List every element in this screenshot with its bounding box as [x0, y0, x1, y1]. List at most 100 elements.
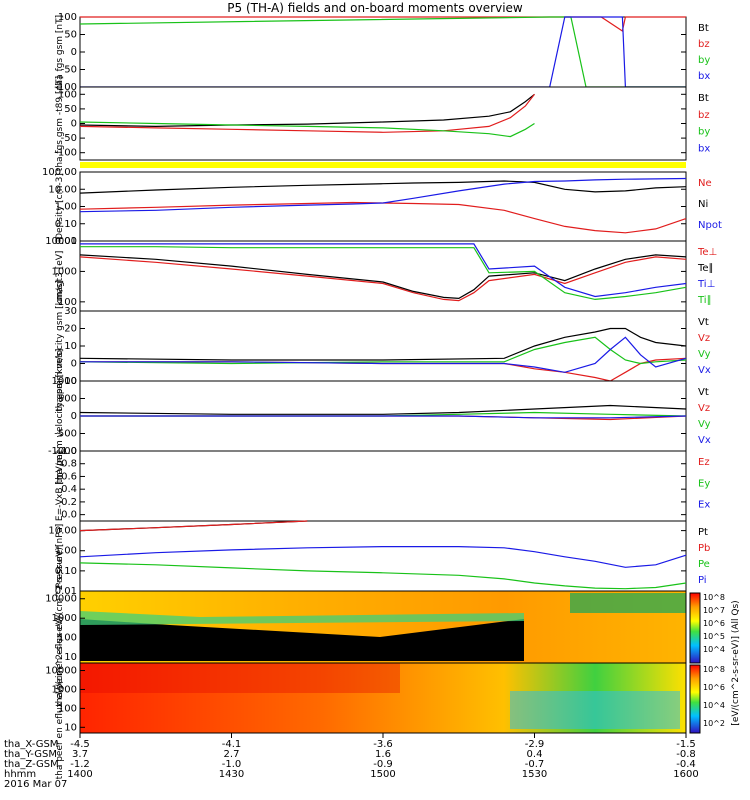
spectrogram-no-counts-region — [80, 619, 524, 661]
series-line-density-2 — [79, 177, 687, 213]
legend-entry-fgs: bx — [698, 71, 710, 82]
legend-entry-peem-velocity: Vz — [698, 403, 710, 414]
footer-cell: 1530 — [522, 769, 547, 780]
legend-entry-peem-velocity: Vy — [698, 419, 711, 430]
series-line-density-1 — [79, 180, 687, 194]
series-line-fgs-t89-2 — [79, 121, 535, 138]
series-line-fgs-t89-1 — [79, 93, 535, 133]
spectrogram-cool-patch — [510, 691, 680, 729]
y-tick-label: 1.00 — [55, 546, 77, 557]
series-line-pressure-1 — [79, 520, 308, 532]
legend-entry-pressure: Pe — [698, 559, 710, 570]
y-axis-label-peim-velocity: tha peim velocity gsm [km/s] — [55, 280, 65, 412]
footer-cell: 3.7 — [72, 749, 88, 760]
colorbar-tick: 10^6 — [703, 683, 725, 692]
y-axis-label-temperature: magt3 [eV] — [55, 251, 65, 302]
series-line-temperature-1 — [79, 254, 687, 300]
y-tick-label: 10 — [64, 341, 77, 352]
series-line-temperature-0 — [79, 256, 687, 302]
y-tick-label: 10 — [64, 652, 77, 663]
legend-entry-density: Ni — [698, 199, 708, 210]
footer-row-label: tha_X-GSM — [4, 739, 58, 750]
footer-cell: 2.7 — [224, 749, 240, 760]
panel-frame-peim-velocity — [79, 310, 687, 382]
legend-entry-density: Npot — [698, 220, 722, 231]
footer-row-label: tha_Y-GSM — [4, 749, 57, 760]
y-tick-label: -100 — [54, 82, 77, 93]
y-tick-label: 1.0 — [61, 446, 77, 457]
y-tick-label: 0.10 — [55, 566, 77, 577]
footer-cell: -4.1 — [222, 739, 242, 750]
footer-cell: 1400 — [67, 769, 92, 780]
y-tick-label: 0.01 — [55, 586, 77, 597]
y-tick-label: 10.00 — [48, 184, 77, 195]
panel-frame-efield — [79, 450, 687, 522]
spectrogram-hot-patch — [80, 663, 400, 693]
y-tick-label: 100 — [58, 89, 77, 100]
y-tick-label: 1000 — [52, 376, 77, 387]
y-tick-label: -500 — [54, 429, 77, 440]
legend-entry-temperature: Ti⊥ — [697, 279, 715, 290]
y-tick-label: 20 — [64, 324, 77, 335]
footer-cell: 0.4 — [527, 749, 543, 760]
series-line-peem-velocity-3 — [80, 415, 687, 419]
y-tick-label: 10000 — [45, 666, 77, 677]
colorbar-tick: 10^6 — [703, 619, 725, 628]
y-tick-label: 0.01 — [55, 236, 77, 247]
y-axis-label-peem-velocity: tha peem velocity gsm [km/s] — [55, 349, 65, 484]
y-axis-label-efield: E=-VxB [mV/m] — [55, 451, 65, 521]
legend-entry-pressure: Pt — [698, 527, 708, 538]
y-tick-label: 10000 — [45, 236, 77, 247]
y-tick-label: 100.00 — [42, 167, 77, 178]
footer-date: 2016 Mar 07 — [4, 779, 67, 790]
legend-entry-fgs-t89: bz — [698, 110, 710, 121]
footer-cell: -1.2 — [70, 759, 90, 770]
y-tick-label: 0.6 — [61, 471, 77, 482]
series-line-density-0 — [79, 201, 687, 234]
y-tick-label: 30 — [64, 306, 77, 317]
y-tick-label: 100 — [58, 12, 77, 23]
footer-cell: -0.7 — [525, 759, 545, 770]
series-line-peim-velocity-3 — [80, 336, 687, 373]
legend-entry-fgs-t89: by — [698, 127, 710, 138]
legend-entry-fgs: by — [698, 55, 710, 66]
footer-cell: 1430 — [219, 769, 244, 780]
colorbar-tick: 10^4 — [703, 645, 725, 654]
y-tick-label: 50 — [64, 104, 77, 115]
legend-entry-efield: Ex — [698, 500, 710, 511]
legend-entry-fgs: bz — [698, 39, 710, 50]
legend-entry-pressure: Pi — [698, 575, 707, 586]
y-tick-label: -10 — [61, 376, 77, 387]
legend-entry-temperature: Te∥ — [697, 263, 714, 274]
y-tick-label: 0.0 — [61, 510, 77, 521]
y-axis-label-fgs-t89: tha fgs gsm -t89 [nT] — [55, 76, 65, 171]
y-tick-label: 0.2 — [61, 497, 77, 508]
y-tick-label: -50 — [61, 133, 77, 144]
legend-entry-efield: Ey — [698, 478, 710, 489]
legend-entry-pressure: Pb — [698, 543, 710, 554]
footer-cell: -2.9 — [525, 739, 545, 750]
y-tick-label: 10000 — [45, 594, 77, 605]
y-tick-label: 1000 — [52, 613, 77, 624]
y-tick-label: 0.10 — [55, 219, 77, 230]
series-line-fgs-t89-0 — [79, 93, 535, 128]
colorbar-upper — [689, 592, 701, 664]
y-tick-label: 100 — [58, 297, 77, 308]
y-tick-label: -50 — [61, 65, 77, 76]
y-axis-label-peir-flux: tha peir en eflux eV/(cm^2-s-sr-eV) — [55, 547, 65, 707]
legend-entry-peim-velocity: Vy — [698, 349, 711, 360]
spectrogram-high-energy-patch — [570, 593, 686, 613]
colorbar-tick: 10^2 — [703, 719, 725, 728]
panel-frame-temperature — [79, 240, 687, 312]
colorbar-lower — [689, 664, 701, 734]
series-line-temperature-3 — [80, 246, 687, 301]
footer-cell: -4.5 — [70, 739, 90, 750]
y-tick-label: 10 — [64, 722, 77, 733]
y-axis-label-fgs: tha fgs gsm [nT] — [55, 15, 65, 89]
series-line-pressure-3 — [79, 546, 687, 568]
legend-entry-peim-velocity: Vx — [698, 365, 711, 376]
y-tick-label: 50 — [64, 30, 77, 41]
legend-entry-temperature: Te⊥ — [697, 247, 717, 258]
